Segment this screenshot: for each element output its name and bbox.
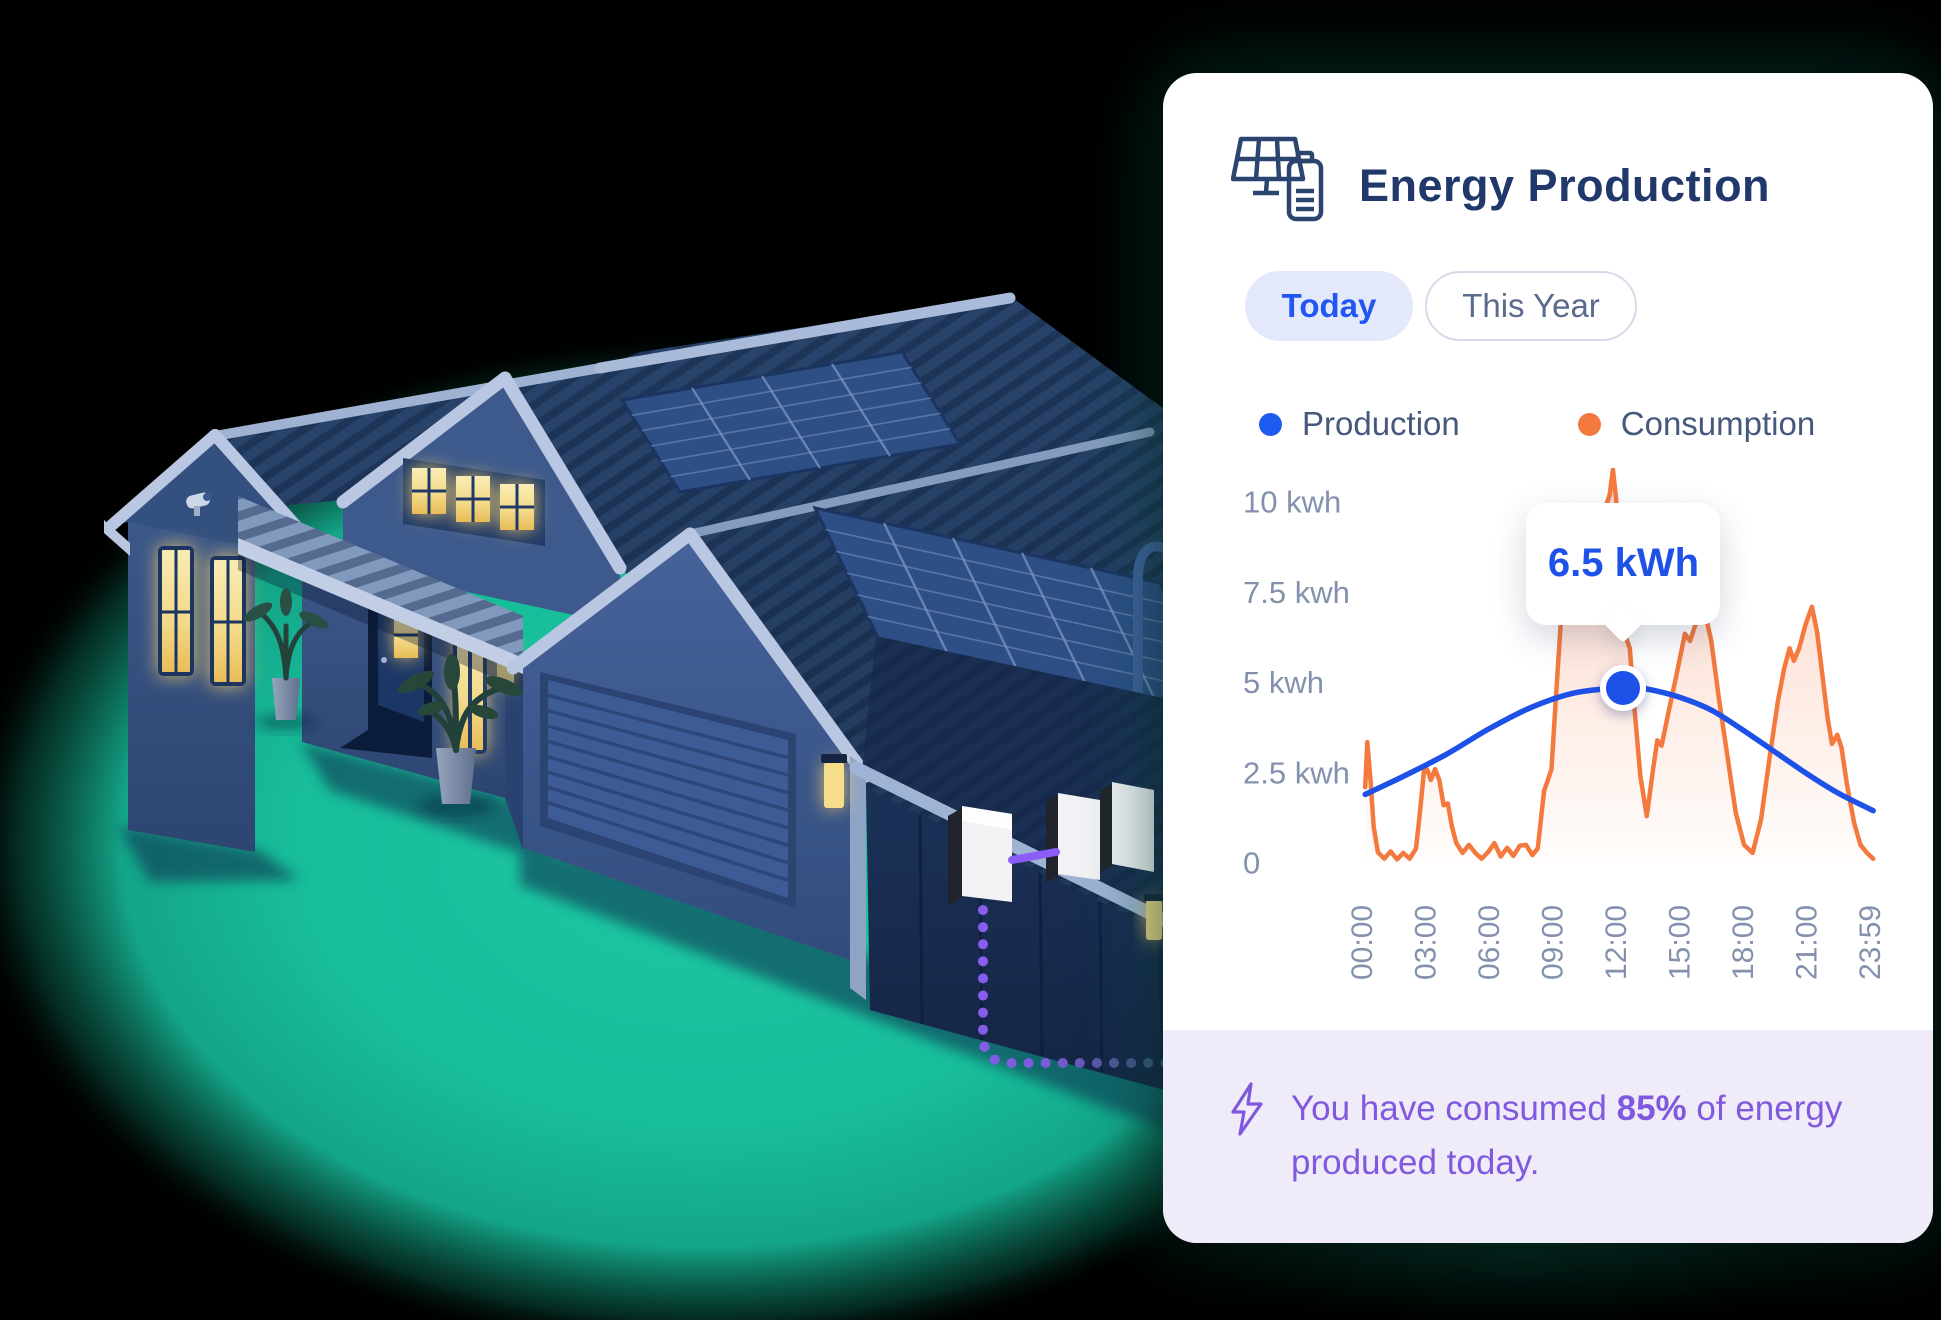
- garage-door-slats: [547, 693, 789, 883]
- banner-text: You have consumed 85% of energy produced…: [1291, 1089, 1843, 1183]
- svg-text:2.5 kwh: 2.5 kwh: [1243, 755, 1350, 790]
- svg-text:10 kwh: 10 kwh: [1243, 485, 1341, 520]
- solar-panel-battery-icon: [1230, 131, 1331, 241]
- porch-awning: [238, 496, 523, 690]
- potted-plant: [398, 654, 523, 816]
- svg-text:18:00: 18:00: [1727, 905, 1760, 980]
- tab-today[interactable]: Today: [1245, 271, 1413, 341]
- center-gable: [336, 371, 627, 625]
- legend-label: Consumption: [1620, 405, 1816, 442]
- time-range-tabs: Today This Year: [1245, 271, 1637, 341]
- page-title: Energy Production: [1359, 160, 1771, 211]
- chart-tooltip: 6.5 kWh: [1526, 502, 1721, 625]
- energy-production-card: Energy Production Today This Year Produc…: [1163, 73, 1933, 1243]
- battery-unit: [1046, 793, 1100, 883]
- security-camera-icon: [186, 492, 211, 516]
- energy-cable-dotted: [978, 905, 1203, 1068]
- legend-item-consumption: Consumption: [1577, 405, 1816, 443]
- svg-text:15:00: 15:00: [1664, 905, 1697, 980]
- svg-text:06:00: 06:00: [1473, 905, 1506, 980]
- chart-marker-dot[interactable]: [1600, 664, 1647, 711]
- battery-unit: [948, 806, 1012, 906]
- tab-this-year[interactable]: This Year: [1425, 271, 1637, 341]
- consumption-percent: 85%: [1616, 1089, 1687, 1128]
- svg-text:03:00: 03:00: [1410, 905, 1443, 980]
- svg-text:23:59: 23:59: [1854, 905, 1887, 980]
- svg-text:0: 0: [1243, 846, 1260, 881]
- solar-panel-array: [619, 350, 963, 494]
- battery-unit: [1100, 782, 1154, 872]
- garage-corner-post: [850, 756, 866, 1000]
- wall-lamp: [1144, 894, 1164, 940]
- garage-lamp: [821, 754, 847, 808]
- production-dot-icon: [1259, 412, 1282, 436]
- svg-text:09:00: 09:00: [1537, 905, 1570, 980]
- ridge-cap: [210, 363, 605, 441]
- consumption-banner: You have consumed 85% of energy produced…: [1163, 1030, 1933, 1243]
- svg-text:00:00: 00:00: [1346, 905, 1379, 980]
- svg-text:21:00: 21:00: [1791, 905, 1824, 980]
- battery-connector-cable: [1008, 848, 1060, 864]
- legend-item-production: Production: [1259, 405, 1460, 443]
- garage: [506, 527, 873, 1000]
- potted-plant: [243, 588, 329, 730]
- svg-text:5 kwh: 5 kwh: [1243, 665, 1324, 700]
- tooltip-value: 6.5 kWh: [1547, 541, 1700, 586]
- ridge-cap: [594, 292, 1016, 374]
- chart-legend: Production Consumption: [1259, 405, 1815, 443]
- legend-label: Production: [1302, 405, 1460, 442]
- ridge-cap: [685, 427, 1155, 539]
- svg-text:12:00: 12:00: [1600, 905, 1633, 980]
- lightning-bolt-icon: [1229, 1082, 1265, 1191]
- consumption-dot-icon: [1577, 412, 1601, 436]
- svg-text:7.5 kwh: 7.5 kwh: [1243, 575, 1350, 610]
- card-header: Energy Production: [1230, 131, 1771, 241]
